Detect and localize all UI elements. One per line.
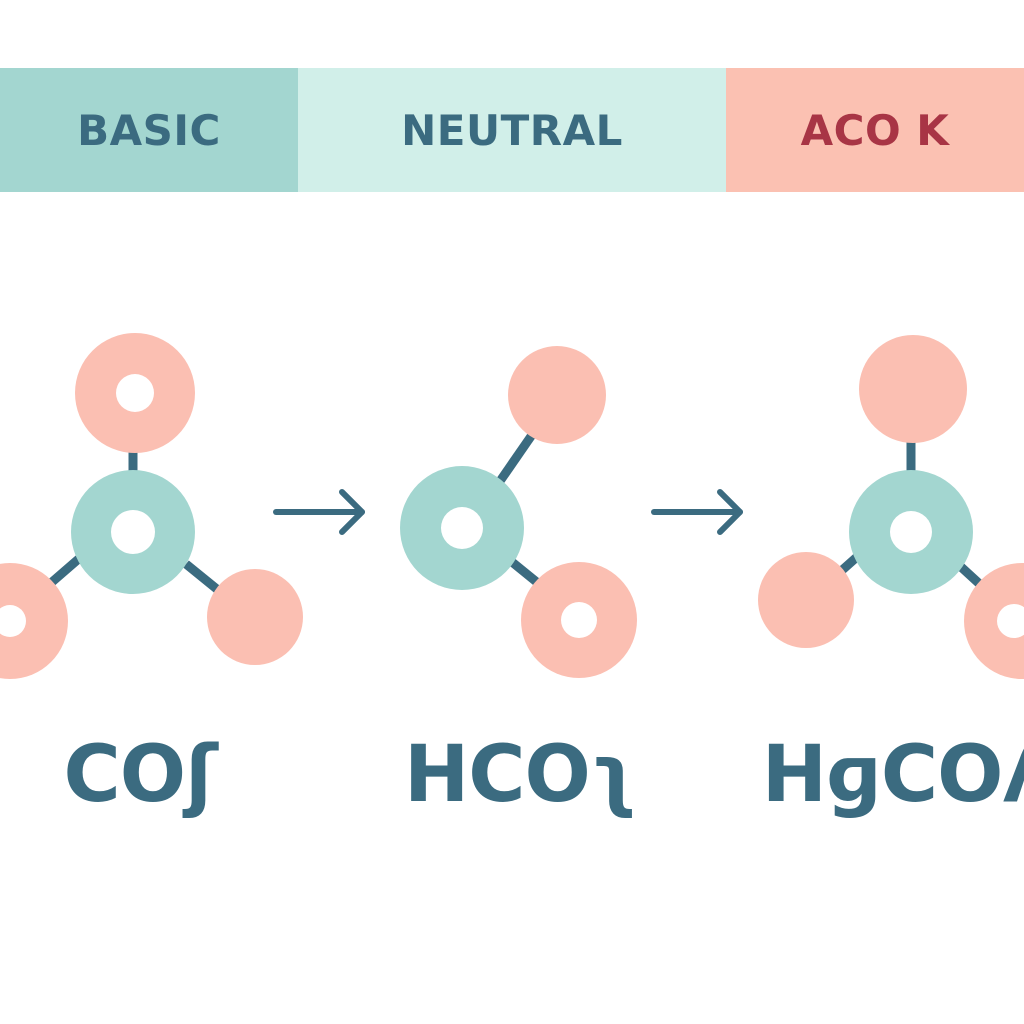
carbonic-acid-molecule <box>758 335 1024 679</box>
bicarbonate-molecule <box>400 346 637 678</box>
bond <box>837 552 861 576</box>
basic-label: BASIC <box>77 105 221 155</box>
atom-hole <box>997 604 1024 638</box>
bond <box>183 560 221 594</box>
oxygen-atom <box>508 346 606 444</box>
carbonic-acid-formula: HɡCOʎ <box>762 730 1024 820</box>
bond <box>49 552 85 586</box>
oxygen-atom <box>859 335 967 443</box>
basic-band: BASIC <box>0 68 298 192</box>
atom-hole <box>0 605 26 637</box>
oxygen-atom <box>207 569 303 665</box>
carbonic-acid-formula-text: HɡCOʎ <box>761 730 1024 820</box>
carbonate-molecule <box>0 333 303 679</box>
neutral-label: NEUTRAL <box>401 105 623 155</box>
oxygen-atom <box>964 563 1024 679</box>
carbonate-formula: COʃ <box>40 730 240 820</box>
neutral-band: NEUTRAL <box>298 68 726 192</box>
acidic-band: ACO K <box>726 68 1024 192</box>
atom-hole <box>111 510 155 554</box>
right-arrow-icon <box>651 489 743 535</box>
bond <box>494 429 538 487</box>
oxygen-atom <box>0 563 68 679</box>
atom-hole <box>890 511 932 553</box>
acidic-label: ACO K <box>800 105 950 155</box>
oxygen-atom <box>758 552 854 648</box>
atom-hole <box>441 507 483 549</box>
right-arrow-icon <box>273 489 365 535</box>
atom-hole <box>561 602 597 638</box>
carbonate-formula-text: COʃ <box>63 730 218 820</box>
atom-hole <box>116 374 154 412</box>
bicarbonate-formula-text: HCOʅ <box>403 730 637 820</box>
bicarbonate-formula: HCOʅ <box>404 730 637 820</box>
